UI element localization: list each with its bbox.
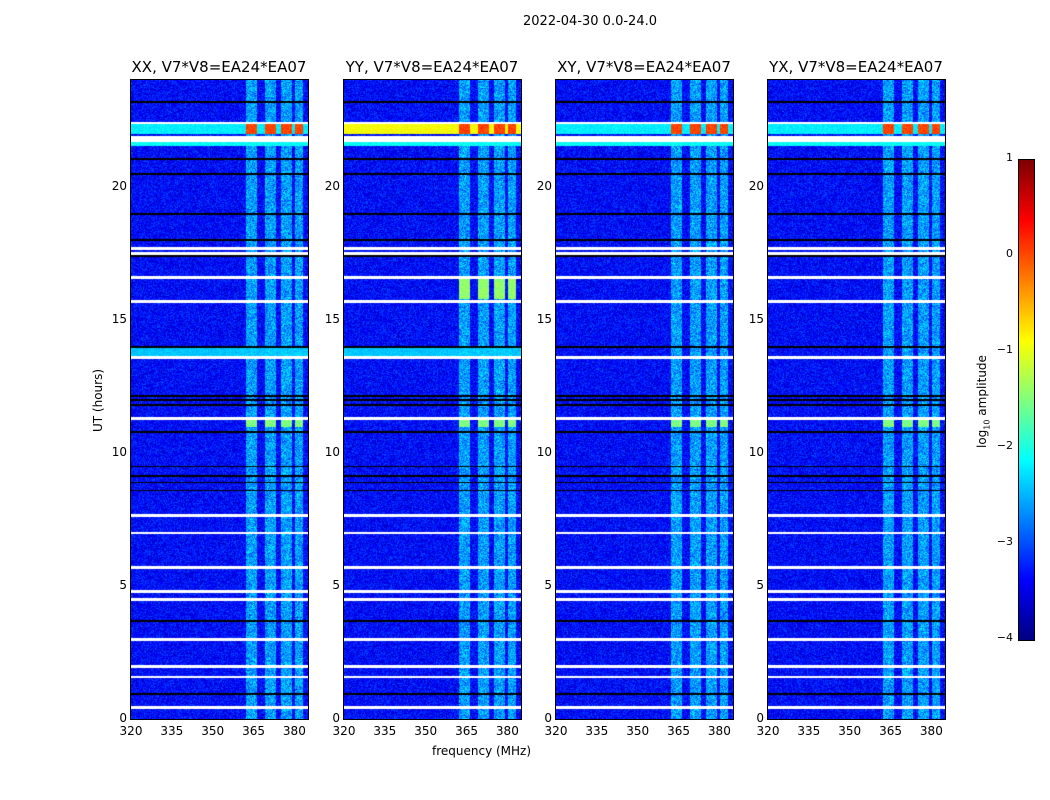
x-tick-label: 380 — [495, 724, 519, 738]
x-tick-label: 350 — [414, 724, 438, 738]
x-tick-label: 320 — [544, 724, 568, 738]
y-tick-label: 15 — [536, 311, 552, 326]
colorbar-tick-label: −1 — [996, 343, 1013, 356]
panel-title-yy: YY, V7*V8=EA24*EA07 — [345, 58, 519, 76]
y-tick-label: 5 — [544, 577, 552, 592]
y-tick-label: 0 — [119, 711, 127, 725]
y-tick-label: 0 — [544, 711, 552, 725]
x-tick-label: 380 — [707, 724, 731, 738]
colorbar-label: log10 amplitude — [975, 355, 992, 448]
colorbar-tick-label: 1 — [1006, 151, 1013, 164]
panel-title-xy: XY, V7*V8=EA24*EA07 — [557, 58, 731, 76]
y-axis-label: UT (hours) — [91, 368, 105, 432]
y-tick-label: 15 — [324, 311, 340, 326]
y-tick-label: 5 — [756, 577, 764, 592]
y-tick-label: 15 — [748, 311, 764, 326]
y-tick-label: 0 — [332, 711, 340, 725]
y-tick-label: 10 — [111, 444, 127, 459]
x-tick-label: 320 — [332, 724, 356, 738]
x-tick-label: 320 — [756, 724, 780, 738]
heatmap-panel-yx — [767, 79, 946, 720]
figure-title: 2022-04-30 0.0-24.0 — [523, 14, 657, 29]
colorbar — [1018, 159, 1035, 641]
x-axis-label: frequency (MHz) — [432, 744, 532, 758]
x-tick-label: 365 — [455, 724, 478, 738]
x-tick-label: 350 — [201, 724, 225, 738]
x-tick-label: 335 — [160, 724, 184, 738]
y-tick-label: 10 — [748, 444, 764, 459]
panel-title-xx: XX, V7*V8=EA24*EA07 — [131, 58, 307, 76]
y-tick-label: 5 — [332, 577, 340, 592]
y-tick-label: 20 — [748, 178, 764, 193]
x-tick-label: 335 — [373, 724, 397, 738]
x-tick-label: 350 — [626, 724, 650, 738]
y-tick-label: 0 — [756, 711, 764, 725]
y-tick-label: 20 — [324, 178, 340, 193]
x-tick-label: 335 — [585, 724, 609, 738]
x-tick-label: 380 — [282, 724, 306, 738]
heatmap-panel-yy — [343, 79, 522, 720]
heatmap-panel-xy — [555, 79, 734, 720]
heatmap-panel-xx — [130, 79, 309, 720]
y-tick-label: 20 — [111, 178, 127, 193]
x-tick-label: 335 — [797, 724, 821, 738]
y-tick-label: 10 — [536, 444, 552, 459]
x-tick-label: 365 — [667, 724, 690, 738]
panel-title-yx: YX, V7*V8=EA24*EA07 — [769, 58, 943, 76]
y-tick-label: 15 — [111, 311, 127, 326]
y-tick-label: 10 — [324, 444, 340, 459]
colorbar-tick-label: −3 — [996, 535, 1013, 548]
y-tick-label: 5 — [119, 577, 127, 592]
colorbar-tick-label: 0 — [1006, 247, 1013, 260]
x-tick-label: 365 — [242, 724, 265, 738]
x-tick-label: 365 — [879, 724, 902, 738]
y-tick-label: 20 — [536, 178, 552, 193]
x-tick-label: 350 — [838, 724, 862, 738]
x-tick-label: 320 — [119, 724, 143, 738]
colorbar-tick-label: −4 — [996, 631, 1013, 644]
colorbar-tick-label: −2 — [996, 439, 1013, 452]
x-tick-label: 380 — [919, 724, 943, 738]
